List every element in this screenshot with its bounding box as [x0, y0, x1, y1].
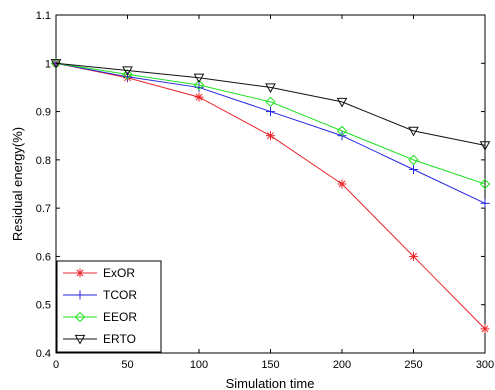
data-point-erto: [122, 66, 133, 77]
y-tick-label: 1.1: [36, 10, 51, 22]
x-tick-label: 150: [261, 359, 279, 371]
legend-marker: [74, 311, 86, 323]
legend-marker: [75, 268, 85, 278]
data-point-erto: [408, 126, 419, 137]
data-point-erto: [193, 73, 205, 84]
data-point-eeor: [122, 69, 133, 80]
x-tick-label: 50: [121, 359, 133, 371]
x-tick-label: 0: [53, 359, 59, 371]
legend-entry-eeor: EEOR: [63, 310, 137, 324]
data-point-exor: [337, 179, 347, 189]
data-point-exor: [194, 92, 204, 102]
data-point-eeor: [408, 154, 419, 166]
data-point-eeor: [336, 125, 348, 137]
y-tick-label: 0.4: [36, 348, 51, 360]
y-tick-label: 1: [45, 58, 51, 70]
data-point-eeor: [193, 79, 205, 91]
series-layer: [50, 58, 491, 334]
data-point-tcor: [409, 165, 418, 175]
legend-box: [56, 260, 162, 353]
data-point-eeor: [265, 96, 276, 108]
legend-entry-tcor: TCOR: [63, 288, 137, 302]
legend-label: EEOR: [103, 310, 137, 324]
y-tick-label: 0.9: [36, 107, 51, 119]
legend-marker: [74, 334, 86, 345]
data-point-erto: [265, 83, 276, 93]
y-tick-label: 0.8: [36, 155, 51, 167]
legend-label: ExOR: [103, 266, 135, 280]
legend-entry-exor: ExOR: [63, 266, 135, 280]
data-point-exor: [266, 131, 275, 141]
x-tick-label: 300: [476, 359, 494, 371]
data-point-erto: [479, 141, 491, 151]
x-tick-label: 250: [404, 359, 422, 371]
x-tick-label: 100: [190, 359, 208, 371]
data-point-exor: [409, 251, 418, 261]
data-point-eeor: [479, 178, 491, 190]
data-point-tcor: [480, 198, 490, 208]
data-point-tcor: [266, 107, 275, 117]
data-point-erto: [336, 97, 348, 108]
y-tick-label: 0.6: [36, 251, 51, 263]
x-axis-title: Simulation time: [226, 376, 315, 390]
y-axis-title: Residual energy(%): [10, 127, 25, 241]
data-point-tcor: [194, 82, 204, 92]
x-tick-label: 200: [333, 359, 351, 371]
legend: ExOR TCOR EEOR ERTO: [56, 260, 162, 353]
data-point-tcor: [123, 72, 132, 82]
legend-label: ERTO: [103, 332, 136, 346]
y-tick-label: 0.7: [36, 203, 51, 215]
series-line-erto: [55, 62, 486, 146]
tick-layer: 0 50 100 150 200 250 300 0.4 0.5 0.6 0.7 0.8 0.9 1 1.1: [36, 10, 494, 371]
legend-label: TCOR: [103, 288, 137, 302]
legend-marker: [75, 290, 85, 300]
legend-entry-erto: ERTO: [63, 332, 136, 346]
y-tick-label: 0.5: [36, 300, 51, 312]
data-point-exor: [480, 324, 490, 334]
